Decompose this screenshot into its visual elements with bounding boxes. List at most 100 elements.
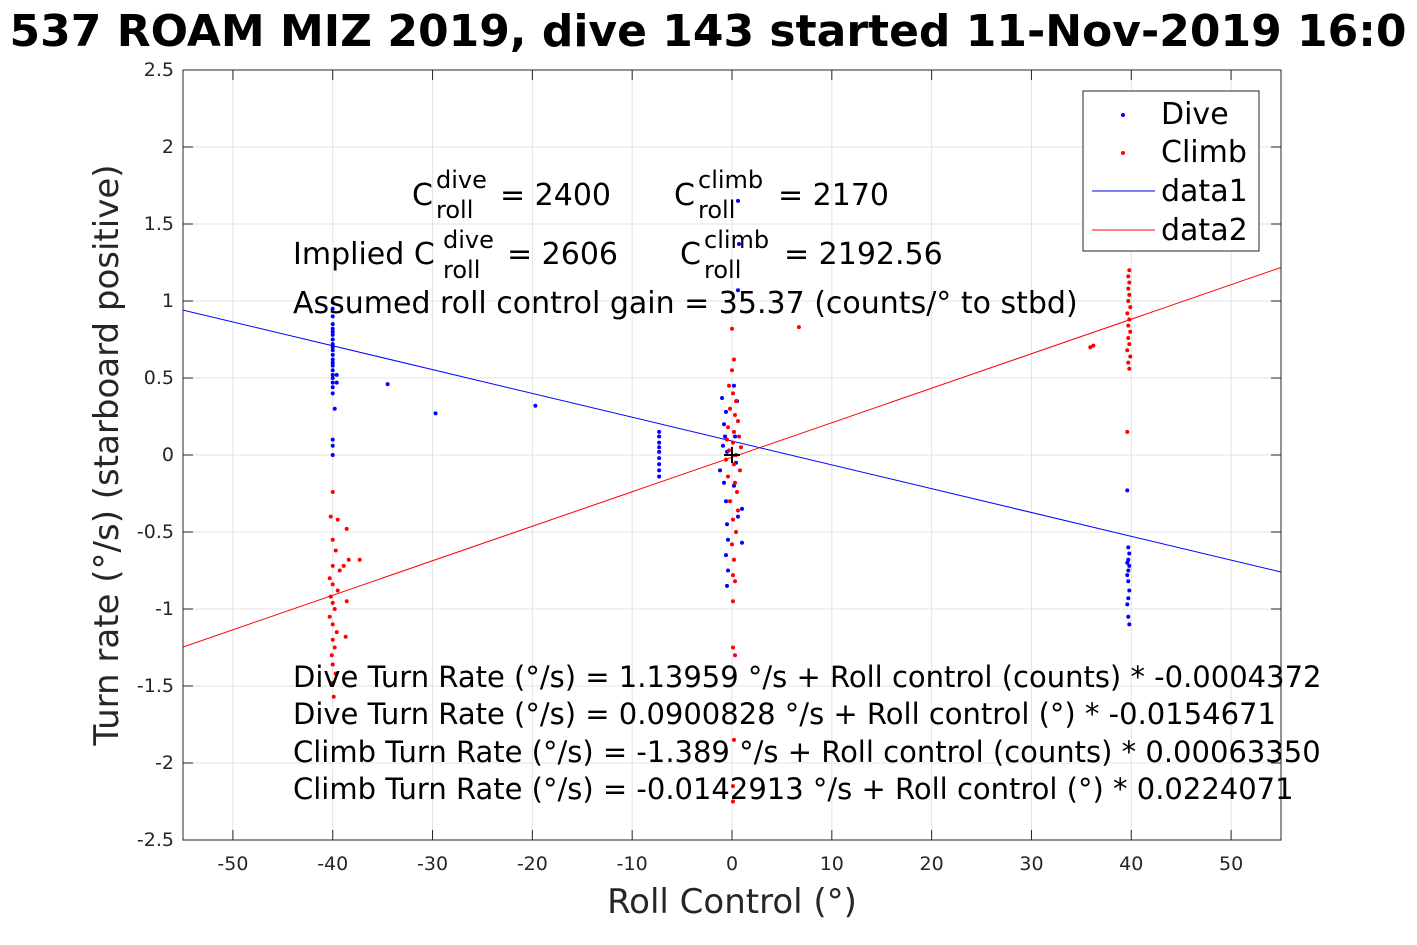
climb-point: [1126, 323, 1131, 328]
climb-point: [332, 645, 337, 650]
x-tick-label: 0: [726, 853, 738, 875]
climb-point: [730, 645, 735, 650]
climb-point: [727, 448, 732, 453]
dive-point: [332, 406, 337, 411]
legend: Dive Climb data1 data2: [1082, 90, 1260, 252]
dive-point: [330, 363, 335, 368]
climb-point: [328, 594, 333, 599]
climb-point: [730, 440, 735, 445]
climb-point: [1128, 305, 1133, 310]
dive-point: [1126, 579, 1131, 584]
dive-point: [1126, 596, 1131, 601]
dive-point: [657, 462, 662, 467]
dive-point: [739, 506, 744, 511]
climb-point: [1126, 286, 1131, 291]
dive-point: [724, 499, 729, 504]
dive-point: [330, 372, 335, 377]
dive-point: [735, 288, 740, 293]
climb-point: [730, 326, 734, 331]
c-climb-value: = 2170: [778, 178, 889, 213]
climb-point: [732, 653, 737, 658]
dive-point: [330, 322, 335, 327]
dive-point: [1127, 622, 1132, 627]
dive-point: [385, 382, 390, 387]
climb-point: [330, 637, 335, 642]
dive-point: [330, 332, 335, 337]
dive-point: [330, 368, 335, 373]
implied-prefix: Implied C: [293, 237, 435, 272]
dive-point: [433, 411, 438, 416]
climb-point: [335, 517, 340, 522]
x-tick-label: 50: [1219, 853, 1243, 875]
dive-point: [1125, 602, 1130, 607]
climb-point: [730, 784, 735, 789]
climb-point: [341, 563, 346, 568]
c-climb-sup: climb: [698, 166, 763, 194]
dive-point: [330, 437, 335, 442]
dive-point: [731, 483, 736, 488]
climb-point: [333, 671, 338, 676]
y-tick-label: 0.5: [144, 367, 174, 389]
dive-point: [731, 383, 736, 388]
dive-point: [330, 453, 335, 457]
x-axis-label: Roll Control (°): [607, 882, 857, 922]
y-tick-label: -0.5: [137, 521, 174, 543]
climb-point: [1128, 354, 1133, 359]
y-tick-label: -1: [155, 598, 174, 620]
legend-climb-swatch: [1121, 151, 1125, 155]
climb-point: [796, 325, 801, 330]
climb-point: [732, 579, 737, 584]
climb-point: [357, 557, 362, 562]
dive-point: [330, 329, 335, 334]
climb-point: [332, 607, 337, 611]
dive-point: [330, 391, 335, 396]
dive-point: [330, 443, 335, 448]
dive-point: [720, 396, 725, 401]
implied-dive-sup: dive: [443, 226, 494, 254]
legend-item-climb: Climb: [1121, 135, 1247, 170]
climb-point: [343, 634, 348, 639]
dive-point: [726, 537, 731, 542]
dive-point: [1125, 488, 1130, 493]
climb-point: [328, 514, 333, 519]
climb-point: [1126, 360, 1131, 365]
dive-point: [330, 385, 335, 390]
climb-point: [731, 429, 736, 434]
dive-point: [718, 468, 723, 473]
c-climb-annotation: C climb roll = 2170: [674, 166, 889, 224]
implied-climb-label: C: [680, 237, 701, 272]
climb-point: [330, 537, 335, 542]
legend-item-data1: data1: [1092, 174, 1248, 209]
dive-point: [330, 380, 335, 385]
dive-point: [330, 376, 335, 380]
dive-point: [735, 198, 740, 203]
climb-point: [1125, 348, 1130, 353]
climb-point: [330, 622, 335, 627]
dive-point: [735, 514, 740, 519]
origin-marker: [724, 447, 740, 463]
climb-point: [728, 499, 733, 504]
y-tick-label: 1.5: [144, 213, 174, 235]
c-climb-sub: roll: [698, 196, 735, 224]
climb-point: [1125, 311, 1130, 316]
climb-point: [330, 600, 335, 605]
climb-point: [730, 542, 734, 547]
climb-point: [335, 588, 340, 593]
c-dive-sub: roll: [436, 196, 473, 224]
legend-data2-label: data2: [1161, 213, 1248, 248]
climb-point: [1127, 366, 1132, 371]
climb-point: [1091, 343, 1096, 348]
dive-point: [330, 314, 335, 319]
dive-point: [330, 357, 335, 362]
climb-point: [330, 563, 335, 568]
climb-point: [734, 489, 739, 494]
legend-dive-label: Dive: [1161, 97, 1229, 132]
climb-point: [730, 599, 735, 604]
dive-point: [330, 306, 335, 311]
climb-point: [731, 462, 736, 467]
climb-point: [738, 445, 743, 450]
dive-point: [721, 443, 726, 448]
data-points: [327, 198, 1133, 804]
climb-point: [732, 480, 737, 485]
climb-point: [731, 557, 736, 562]
